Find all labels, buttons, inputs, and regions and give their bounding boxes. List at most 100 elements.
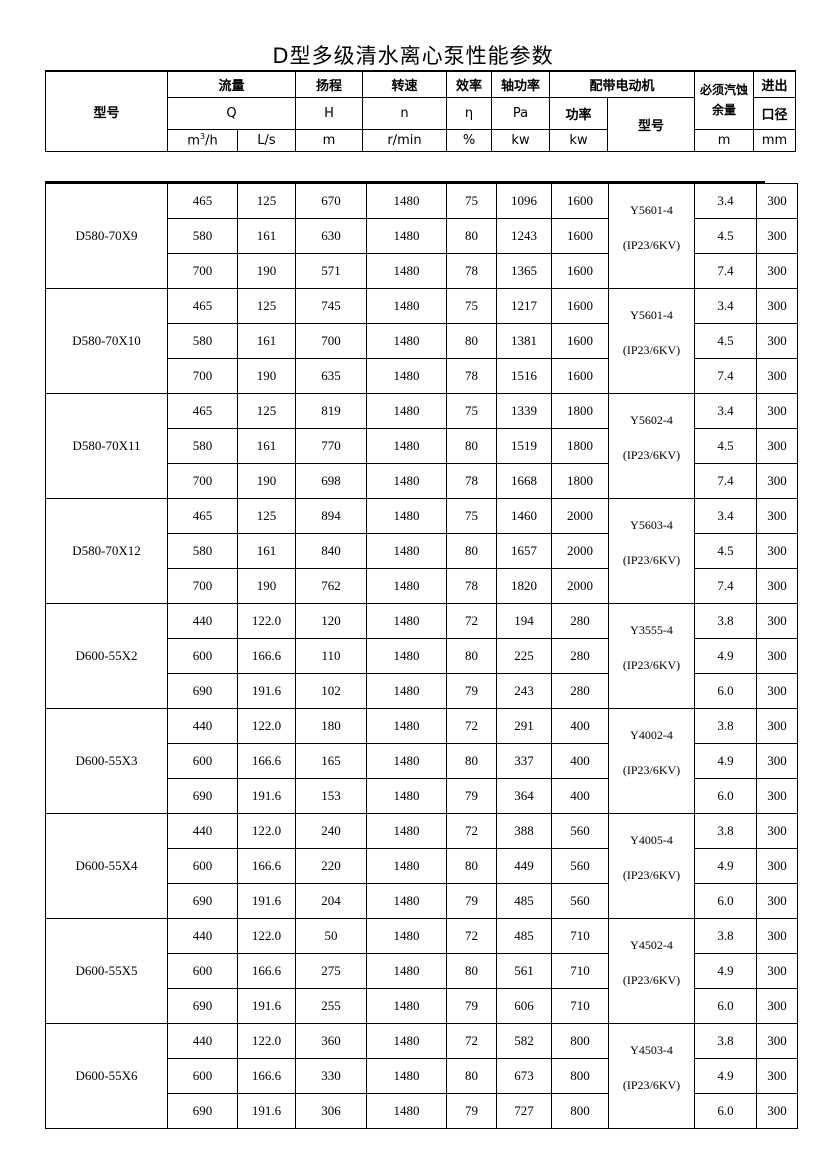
table-row: D580-70X9 465 125 670 1480 75 1096 1600 Y5601-4(… <box>45 183 798 289</box>
head: 762 <box>295 568 367 604</box>
col-shaft: 轴功率 <box>491 70 551 98</box>
motor-spec: (IP23/6KV) <box>622 1078 681 1092</box>
motor-model-name: Y5601-4 <box>630 203 673 217</box>
motor-model: Y5601-4 (IP23/6KV) <box>608 183 695 289</box>
efficiency: 80 <box>446 1058 497 1094</box>
shaft-power: 1820 <box>496 568 552 604</box>
efficiency: 78 <box>446 463 497 499</box>
flow-ls: 125 <box>237 288 296 324</box>
shaft-power: 364 <box>496 778 552 814</box>
motor-power: 1600 <box>551 323 609 359</box>
npsh: 6.0 <box>694 883 757 919</box>
motor-model-name: Y4002-4 <box>630 728 673 742</box>
head: 220 <box>295 848 367 884</box>
speed: 1480 <box>366 778 447 814</box>
shaft-power: 673 <box>496 1058 552 1094</box>
efficiency: 78 <box>446 253 497 289</box>
motor-model-name: Y5603-4 <box>630 518 673 532</box>
flow-ls: 161 <box>237 428 296 464</box>
table-row: D580-70X10 465 125 745 1480 75 1217 1600 Y5601-4… <box>45 288 798 394</box>
flow-m3h: 600 <box>167 638 238 674</box>
speed: 1480 <box>366 1093 447 1129</box>
npsh: 3.8 <box>694 918 757 954</box>
motor-power: 1600 <box>551 358 609 394</box>
npsh: 4.9 <box>694 953 757 989</box>
npsh: 6.0 <box>694 673 757 709</box>
table-row: 600 166.6 165 1480 80 337 400 4.9 300 <box>46 743 798 779</box>
motor-model: Y5603-4 (IP23/6KV) <box>608 498 695 604</box>
motor-power: 560 <box>551 813 609 849</box>
flow-ls: 191.6 <box>237 673 296 709</box>
shaft-power: 449 <box>496 848 552 884</box>
npsh: 3.4 <box>694 393 757 429</box>
efficiency: 75 <box>446 498 497 534</box>
port: 300 <box>756 323 798 359</box>
table-row: 690 191.6 255 1480 79 606 710 6.0 300 <box>46 988 798 1024</box>
npsh: 3.4 <box>694 183 757 219</box>
head: 50 <box>295 918 367 954</box>
pump-model: D600-55X6 <box>45 1023 168 1129</box>
table-row: D600-55X4 440 122.0 240 1480 72 388 560 Y4005-4(… <box>45 813 798 919</box>
efficiency: 79 <box>446 778 497 814</box>
motor-spec: (IP23/6KV) <box>622 658 681 672</box>
npsh: 4.5 <box>694 323 757 359</box>
npsh: 4.5 <box>694 428 757 464</box>
port: 300 <box>756 1023 798 1059</box>
flow-ls: 191.6 <box>237 1093 296 1129</box>
head: 360 <box>295 1023 367 1059</box>
efficiency: 79 <box>446 673 497 709</box>
header-table: 型号 流量 扬程 转速 效率 轴功率 配带电动机 必须汽蚀余量 进出 Q H n… <box>45 70 797 152</box>
motor-power: 2000 <box>551 533 609 569</box>
head: 840 <box>295 533 367 569</box>
col-speed: 转速 <box>362 70 448 98</box>
npsh: 6.0 <box>694 1093 757 1129</box>
table-row: 690 191.6 153 1480 79 364 400 6.0 300 <box>46 778 798 814</box>
flow-m3h: 465 <box>167 393 238 429</box>
flow-m3h: 700 <box>167 358 238 394</box>
efficiency: 80 <box>446 848 497 884</box>
flow-m3h: 600 <box>167 743 238 779</box>
flow-ls: 191.6 <box>237 883 296 919</box>
head: 102 <box>295 673 367 709</box>
motor-model: Y5602-4 (IP23/6KV) <box>608 393 695 499</box>
head: 571 <box>295 253 367 289</box>
head: 330 <box>295 1058 367 1094</box>
npsh: 7.4 <box>694 463 757 499</box>
flow-unit-ls: L/s <box>236 128 297 152</box>
col-port: 进出 <box>753 70 797 98</box>
efficiency: 80 <box>446 638 497 674</box>
motor-power: 710 <box>551 988 609 1024</box>
port: 300 <box>756 988 798 1024</box>
flow-m3h: 440 <box>167 603 238 639</box>
pump-model: D580-70X10 <box>45 288 168 394</box>
port: 300 <box>756 498 798 534</box>
shaft-power: 388 <box>496 813 552 849</box>
npsh: 3.8 <box>694 603 757 639</box>
motor-power: 560 <box>551 848 609 884</box>
npsh: 3.4 <box>694 498 757 534</box>
flow-m3h: 700 <box>167 568 238 604</box>
flow-ls: 191.6 <box>237 778 296 814</box>
port: 300 <box>756 953 798 989</box>
port-diameter: 口径 <box>753 96 797 130</box>
table-row: 700 190 698 1480 78 1668 1800 7.4 300 <box>46 463 798 499</box>
port: 300 <box>756 393 798 429</box>
pump-model: D580-70X12 <box>45 498 168 604</box>
col-npsh: 必须汽蚀余量 <box>694 70 755 130</box>
flow-m3h: 440 <box>167 1023 238 1059</box>
speed: 1480 <box>366 568 447 604</box>
efficiency: 80 <box>446 323 497 359</box>
speed: 1480 <box>366 638 447 674</box>
motor-spec: (IP23/6KV) <box>622 763 681 777</box>
motor-model: Y4503-4 (IP23/6KV) <box>608 1023 695 1129</box>
port: 300 <box>756 813 798 849</box>
speed: 1480 <box>366 918 447 954</box>
table-row: 600 166.6 275 1480 80 561 710 4.9 300 <box>46 953 798 989</box>
efficiency: 72 <box>446 918 497 954</box>
shaft-power: 485 <box>496 883 552 919</box>
port: 300 <box>756 463 798 499</box>
flow-ls: 166.6 <box>237 848 296 884</box>
flow-m3h: 690 <box>167 988 238 1024</box>
flow-m3h: 440 <box>167 918 238 954</box>
flow-m3h: 700 <box>167 253 238 289</box>
